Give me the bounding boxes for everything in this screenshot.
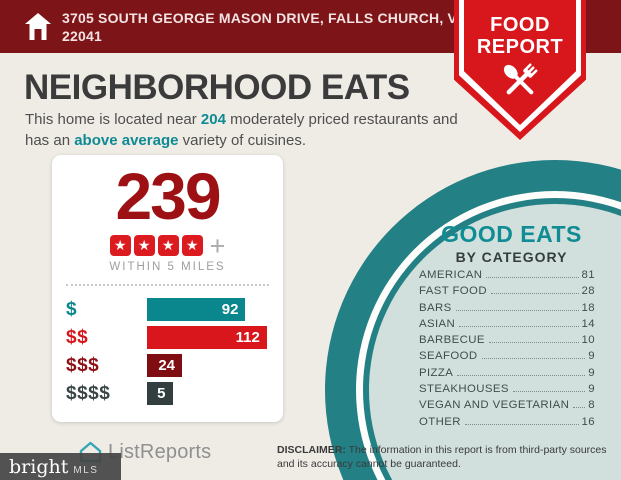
category-count: 28 bbox=[581, 285, 595, 298]
dotted-leader bbox=[464, 423, 579, 425]
radius-label: WITHIN 5 MILES bbox=[109, 261, 226, 273]
category-label: ASIAN bbox=[419, 317, 456, 330]
good-eats-title: GOOD EATS bbox=[441, 221, 582, 247]
category-label: PIZZA bbox=[419, 366, 454, 379]
category-row: OTHER 16 bbox=[419, 416, 595, 432]
category-row: VEGAN AND VEGETARIAN 8 bbox=[419, 399, 595, 415]
price-tier-label: $ bbox=[66, 298, 78, 320]
food-report-badge: FOOD REPORT bbox=[454, 0, 586, 140]
price-bar-row: $92 bbox=[66, 298, 269, 321]
dotted-leader bbox=[486, 277, 579, 278]
dotted-leader bbox=[455, 309, 579, 311]
dotted-leader bbox=[490, 293, 579, 295]
category-label: BARS bbox=[419, 301, 452, 314]
price-tier-label: $$$$ bbox=[66, 382, 111, 404]
category-row: SEAFOOD 9 bbox=[419, 350, 595, 366]
category-count: 18 bbox=[581, 301, 595, 314]
category-row: FAST FOOD 28 bbox=[419, 285, 595, 301]
category-label: OTHER bbox=[419, 415, 461, 428]
mls-word: MLS bbox=[73, 465, 99, 476]
intro-text: This home is located near 204 moderately… bbox=[25, 111, 458, 149]
price-bar-row: $$$$ 5 bbox=[66, 382, 269, 405]
category-count: 8 bbox=[588, 399, 595, 412]
dotted-leader bbox=[481, 358, 586, 360]
bright-word: bright bbox=[9, 456, 69, 478]
restaurant-total-count: 239 bbox=[115, 159, 221, 233]
category-row: BARBECUE 10 bbox=[419, 334, 595, 350]
restaurant-stat-card: 239 ★ ★ ★ ★ + WITHIN 5 MILES $92 $$ 112 $$$… bbox=[52, 155, 283, 422]
disclaimer-text: DISCLAIMER: The information in this repo… bbox=[277, 444, 607, 470]
category-count: 14 bbox=[581, 317, 595, 330]
price-bar: 5 bbox=[147, 382, 173, 405]
category-count: 9 bbox=[588, 383, 595, 396]
star-icon: ★ bbox=[157, 235, 179, 256]
category-count: 10 bbox=[581, 334, 595, 347]
category-label: VEGAN AND VEGETARIAN bbox=[419, 399, 570, 412]
star-icon: ★ bbox=[181, 235, 203, 256]
category-label: BARBECUE bbox=[419, 334, 485, 347]
good-eats-subtitle: BY CATEGORY bbox=[455, 249, 568, 265]
star-rating: ★ ★ ★ ★ + bbox=[52, 230, 283, 261]
star-icon: ★ bbox=[133, 235, 155, 256]
crossed-spoon-fork-icon bbox=[503, 63, 538, 95]
category-label: AMERICAN bbox=[419, 269, 483, 281]
dotted-leader bbox=[512, 391, 586, 393]
category-row: PIZZA 9 bbox=[419, 367, 595, 383]
price-bars: $92 $$ 112 $$$ 24 $$$$ 5 bbox=[66, 298, 269, 405]
star-icon: ★ bbox=[109, 235, 131, 256]
listreports-logo-text: ListReports bbox=[108, 440, 212, 463]
category-row: BARS 18 bbox=[419, 302, 595, 318]
category-count: 81 bbox=[581, 269, 595, 281]
price-bar: 24 bbox=[147, 354, 182, 377]
category-row: ASIAN 14 bbox=[419, 318, 595, 334]
category-count: 9 bbox=[588, 366, 595, 379]
price-bar-row: $$$ 24 bbox=[66, 354, 269, 377]
category-row: STEAKHOUSES 9 bbox=[419, 383, 595, 399]
category-label: STEAKHOUSES bbox=[419, 383, 509, 396]
dotted-leader bbox=[488, 342, 579, 344]
category-list: AMERICAN 81 FAST FOOD 28 BARS 18 ASIAN 14 BARBEC… bbox=[419, 269, 595, 432]
price-tier-label: $$$ bbox=[66, 354, 100, 376]
category-count: 9 bbox=[588, 350, 595, 363]
home-icon bbox=[25, 13, 51, 40]
bright-mls-watermark: bright MLS bbox=[0, 453, 121, 480]
price-tier-label: $$ bbox=[66, 326, 89, 348]
plus-icon: + bbox=[209, 230, 226, 261]
property-address: 3705 SOUTH GEORGE MASON DRIVE, FALLS CHU… bbox=[62, 10, 467, 45]
price-bar: 112 bbox=[147, 326, 267, 349]
dotted-leader bbox=[459, 325, 579, 327]
category-label: SEAFOOD bbox=[419, 350, 478, 363]
category-label: FAST FOOD bbox=[419, 285, 487, 298]
dotted-leader bbox=[573, 407, 586, 409]
page-title: NEIGHBORHOOD EATS bbox=[24, 68, 410, 107]
restaurant-count-highlight: 204 bbox=[200, 111, 226, 128]
price-bar-row: $$ 112 bbox=[66, 326, 269, 349]
dotted-divider bbox=[66, 284, 269, 286]
variety-highlight: above average bbox=[74, 131, 179, 149]
badge-label: FOOD REPORT bbox=[476, 14, 564, 58]
dotted-leader bbox=[457, 374, 586, 376]
category-row: AMERICAN 81 bbox=[419, 269, 595, 285]
price-bar: 92 bbox=[147, 298, 246, 321]
category-count: 16 bbox=[581, 415, 595, 428]
